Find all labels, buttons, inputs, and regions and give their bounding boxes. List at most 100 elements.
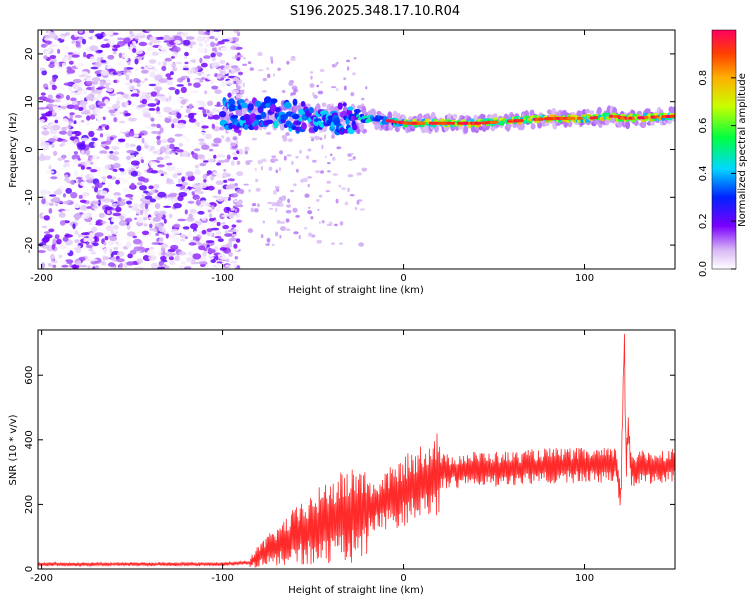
noise-blob: [61, 210, 69, 213]
noise-blob: [237, 222, 243, 227]
noise-blob: [125, 142, 130, 149]
noise-blob: [91, 137, 98, 142]
noise-blob: [73, 139, 79, 144]
noise-blob: [326, 180, 332, 184]
noise-blob: [113, 246, 119, 251]
noise-blob: [40, 244, 50, 249]
noise-blob: [200, 119, 205, 126]
noise-blob: [169, 143, 175, 150]
signal-core: [642, 112, 648, 117]
noise-blob: [72, 204, 82, 208]
noise-blob: [180, 86, 187, 94]
noise-blob: [49, 61, 55, 65]
signal-halo: [480, 114, 486, 119]
noise-blob: [202, 108, 207, 115]
noise-blob: [59, 143, 64, 147]
noise-blob: [274, 185, 280, 189]
noise-blob: [207, 206, 213, 210]
noise-blob: [70, 97, 77, 102]
noise-blob: [157, 213, 163, 218]
noise-blob: [122, 187, 132, 194]
noise-blob: [192, 253, 202, 260]
noise-blob: [136, 216, 144, 223]
noise-blob: [126, 261, 135, 266]
signal-core: [298, 108, 305, 116]
colorbar-ticks: 0.0 0.2 0.4 0.6 0.8: [698, 70, 736, 277]
noise-blob: [112, 168, 118, 173]
noise-blob: [78, 30, 84, 34]
noise-blob: [173, 146, 180, 150]
noise-blob: [232, 136, 238, 141]
noise-blob: [85, 81, 93, 86]
noise-blob: [226, 173, 231, 177]
noise-blob: [198, 245, 206, 251]
signal-core: [383, 116, 388, 120]
noise-blob: [132, 48, 137, 53]
noise-blob: [219, 59, 226, 64]
noise-blob: [304, 193, 310, 198]
noise-blob: [94, 148, 101, 151]
noise-blob: [255, 187, 261, 192]
noise-blob: [79, 264, 88, 268]
signal-core: [280, 114, 288, 120]
noise-blob: [80, 120, 85, 123]
signal-core: [298, 117, 303, 122]
noise-blob: [50, 162, 60, 169]
noise-blob: [88, 105, 93, 110]
noise-blob: [168, 95, 172, 101]
noise-blob: [86, 115, 91, 121]
noise-blob: [219, 247, 227, 251]
noise-blob: [57, 48, 61, 54]
noise-blob: [201, 144, 210, 150]
signal-core: [522, 120, 527, 124]
signal-core: [228, 98, 236, 107]
noise-blob: [87, 265, 91, 269]
noise-blob: [225, 33, 231, 38]
noise-blob: [103, 33, 107, 37]
noise-blob: [48, 138, 57, 142]
noise-blob: [47, 94, 53, 100]
signal-core: [228, 122, 233, 130]
noise-blob: [194, 168, 201, 175]
noise-blob: [110, 266, 116, 269]
noise-blob: [141, 137, 145, 144]
noise-blob: [234, 183, 238, 187]
noise-blob: [198, 42, 203, 47]
noise-blob: [191, 59, 197, 64]
noise-blob: [160, 139, 169, 144]
x-tick-label: 0: [400, 273, 406, 284]
noise-blob: [311, 138, 315, 142]
noise-blob: [126, 72, 133, 76]
x-tick-label: -100: [211, 573, 234, 584]
noise-blob: [90, 162, 94, 165]
noise-blob: [129, 43, 133, 50]
noise-blob: [255, 178, 259, 183]
noise-blob: [334, 63, 338, 67]
noise-blob: [197, 47, 207, 53]
noise-blob: [48, 107, 54, 111]
noise-blob: [139, 132, 145, 136]
noise-blob: [59, 130, 67, 135]
noise-blob: [280, 226, 286, 231]
noise-blob: [214, 89, 222, 94]
noise-blob: [166, 165, 176, 172]
noise-blob: [171, 170, 176, 174]
noise-blob: [159, 146, 167, 153]
noise-blob: [180, 75, 190, 79]
noise-blob: [55, 188, 63, 195]
noise-blob: [254, 167, 257, 171]
noise-blob: [41, 189, 49, 196]
signal-peak: [463, 121, 468, 125]
noise-blob: [187, 232, 192, 237]
noise-blob: [104, 98, 109, 105]
noise-blob: [70, 92, 78, 98]
noise-blob: [188, 213, 193, 219]
noise-blob: [150, 123, 157, 127]
noise-blob: [53, 61, 60, 68]
noise-blob: [104, 236, 109, 241]
noise-blob: [131, 96, 138, 100]
signal-halo: [374, 123, 380, 131]
noise-blob: [235, 94, 243, 99]
signal-core: [238, 99, 245, 104]
noise-blob: [86, 206, 92, 209]
